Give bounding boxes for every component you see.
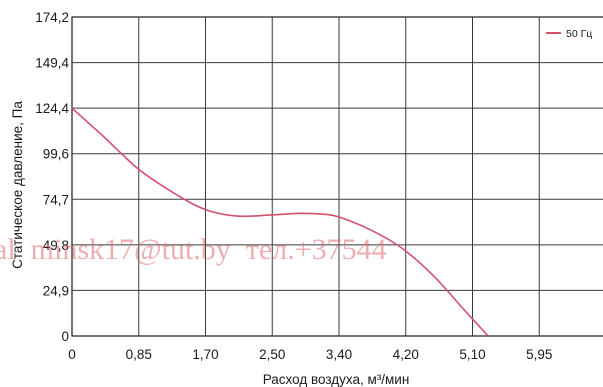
x-tick-label: 4,20 <box>393 347 419 362</box>
y-tick-label: 49,8 <box>43 238 69 253</box>
plot-area <box>71 16 603 337</box>
vertical-gridlines <box>138 17 540 336</box>
y-tick-label: 124,4 <box>35 101 69 116</box>
series-group <box>71 107 489 337</box>
x-axis-title: Расход воздуха, м³/мин <box>263 372 410 387</box>
x-tick-label: 1,70 <box>192 347 218 362</box>
y-axis-title: Статическое давление, Па <box>10 101 25 269</box>
legend-label-50hz: 50 Гц <box>566 28 592 40</box>
legend: 50 Гц <box>546 28 592 40</box>
plot-border <box>71 16 603 337</box>
horizontal-gridlines <box>72 62 603 291</box>
y-tick-label: 74,7 <box>43 192 69 207</box>
y-tick-labels: 0 24,9 49,8 74,7 99,6 124,4 149,4 174,2 <box>35 10 69 344</box>
x-tick-label: 0 <box>68 347 76 362</box>
x-tick-labels: 0 0,85 1,70 2,50 3,40 4,20 5,10 5,95 <box>68 347 552 362</box>
x-tick-label: 5,10 <box>459 347 485 362</box>
y-tick-label: 0 <box>61 329 69 344</box>
y-tick-label: 149,4 <box>35 56 69 71</box>
x-tick-label: 0,85 <box>126 347 152 362</box>
watermark-text: al minsk17@tut.by тел.+37544 <box>0 233 387 266</box>
x-tick-label: 5,95 <box>526 347 552 362</box>
series-line-50hz <box>71 107 489 337</box>
x-tick-label: 2,50 <box>259 347 285 362</box>
y-tick-label: 99,6 <box>43 147 69 162</box>
y-tick-label: 24,9 <box>43 283 69 298</box>
y-tick-label: 174,2 <box>35 10 69 25</box>
x-tick-label: 3,40 <box>326 347 352 362</box>
